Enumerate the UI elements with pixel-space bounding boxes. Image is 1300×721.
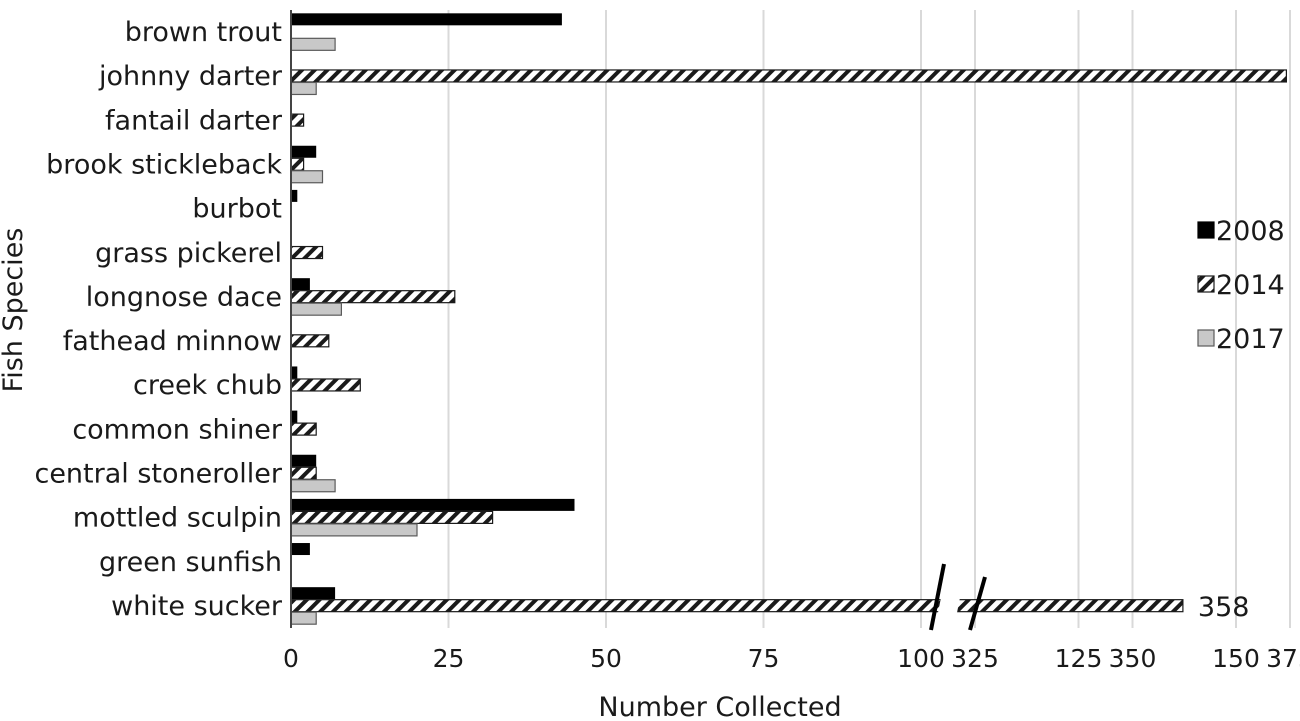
bar-brown-trout-2017 [290, 37, 336, 51]
x-tick-label-350: 350 [1109, 644, 1157, 673]
bar-longnose-dace-2017 [290, 302, 343, 316]
x-tick-labels: 0255075100125150175200325350375 [283, 644, 1300, 673]
bar-common-shiner-2008 [291, 410, 298, 423]
legend-label-2017: 2017 [1216, 324, 1285, 355]
bar-white-sucker-2008 [291, 587, 336, 600]
x-tick-label-325: 325 [951, 644, 999, 673]
legend-swatch-2014 [1197, 275, 1215, 293]
bar-johnny-darter-2014 [290, 69, 1288, 83]
category-label-brook-stickleback: brook stickleback [46, 150, 282, 181]
bar-johnny-darter-2017 [290, 81, 317, 96]
data-label-white-sucker: 358 [1198, 592, 1250, 623]
gridlines [447, 10, 1291, 628]
x-tick-label-50: 50 [590, 644, 622, 673]
legend-swatch-2008 [1197, 221, 1215, 239]
x-tick-label-0: 0 [283, 644, 299, 673]
category-label-burbot: burbot [192, 194, 282, 225]
x-tick-label-375: 375 [1266, 644, 1300, 673]
bar-longnose-dace-2014 [290, 290, 456, 304]
bar-central-stoneroller-2008 [291, 454, 317, 467]
category-label-grass-pickerel: grass pickerel [95, 238, 282, 269]
axis-break-gap [935, 567, 966, 628]
category-label-central-stoneroller: central stoneroller [34, 459, 282, 490]
bar-burbot-2008 [291, 189, 298, 202]
y-axis-title: Fish Species [0, 228, 29, 393]
x-tick-label-100: 100 [897, 644, 945, 673]
category-label-white-sucker: white sucker [111, 591, 283, 622]
bar-brown-trout-2008 [291, 13, 562, 26]
bar-creek-chub-2008 [291, 366, 298, 379]
category-label-green-sunfish: green sunfish [99, 547, 282, 578]
bar-mottled-sculpin-2014 [290, 510, 494, 524]
bar-green-sunfish-2008 [291, 543, 310, 556]
axis-break-mark-left [929, 563, 946, 631]
category-labels: brown trout johnny darter fantail darter br… [34, 17, 282, 622]
category-label-longnose-dace: longnose dace [86, 282, 282, 313]
bar-white-sucker-2014 [290, 599, 1184, 613]
category-label-brown-trout: brown trout [125, 17, 282, 48]
bar-brook-stickleback-2017 [290, 170, 324, 184]
legend-label-2014: 2014 [1216, 270, 1285, 301]
axis-break [929, 563, 987, 631]
bars [290, 13, 1288, 625]
bar-fantail-darter-2014 [290, 113, 305, 127]
bar-fathead-minnow-2014 [290, 334, 330, 348]
x-axis-title: Number Collected [598, 692, 841, 721]
category-label-johnny-darter: johnny darter [98, 61, 283, 92]
legend-swatch-2017 [1197, 329, 1215, 347]
category-label-fantail-darter: fantail darter [105, 105, 283, 136]
x-tick-label-125: 125 [1055, 644, 1103, 673]
bar-white-sucker-2017 [290, 611, 317, 625]
category-label-mottled-sculpin: mottled sculpin [73, 503, 282, 534]
x-tick-label-150: 150 [1212, 644, 1260, 673]
bar-brook-stickleback-2014 [290, 157, 305, 171]
legend-label-2008: 2008 [1216, 216, 1285, 247]
category-label-creek-chub: creek chub [133, 370, 282, 401]
legend: 2008 2014 2017 [1197, 216, 1285, 355]
category-label-common-shiner: common shiner [72, 414, 283, 445]
axis-break-mark-right [968, 576, 987, 631]
bar-common-shiner-2014 [290, 422, 317, 436]
bar-creek-chub-2014 [290, 378, 361, 392]
data-labels: 158358 [1198, 592, 1250, 623]
bar-brook-stickleback-2008 [291, 145, 317, 158]
x-tick-label-75: 75 [748, 644, 780, 673]
bar-mottled-sculpin-2017 [290, 523, 418, 537]
bar-longnose-dace-2008 [291, 278, 310, 291]
bar-central-stoneroller-2017 [290, 479, 336, 493]
category-label-fathead-minnow: fathead minnow [63, 326, 282, 357]
x-tick-label-25: 25 [433, 644, 465, 673]
bar-mottled-sculpin-2008 [291, 498, 575, 511]
bar-grass-pickerel-2014 [290, 245, 324, 260]
bar-central-stoneroller-2014 [290, 466, 317, 480]
